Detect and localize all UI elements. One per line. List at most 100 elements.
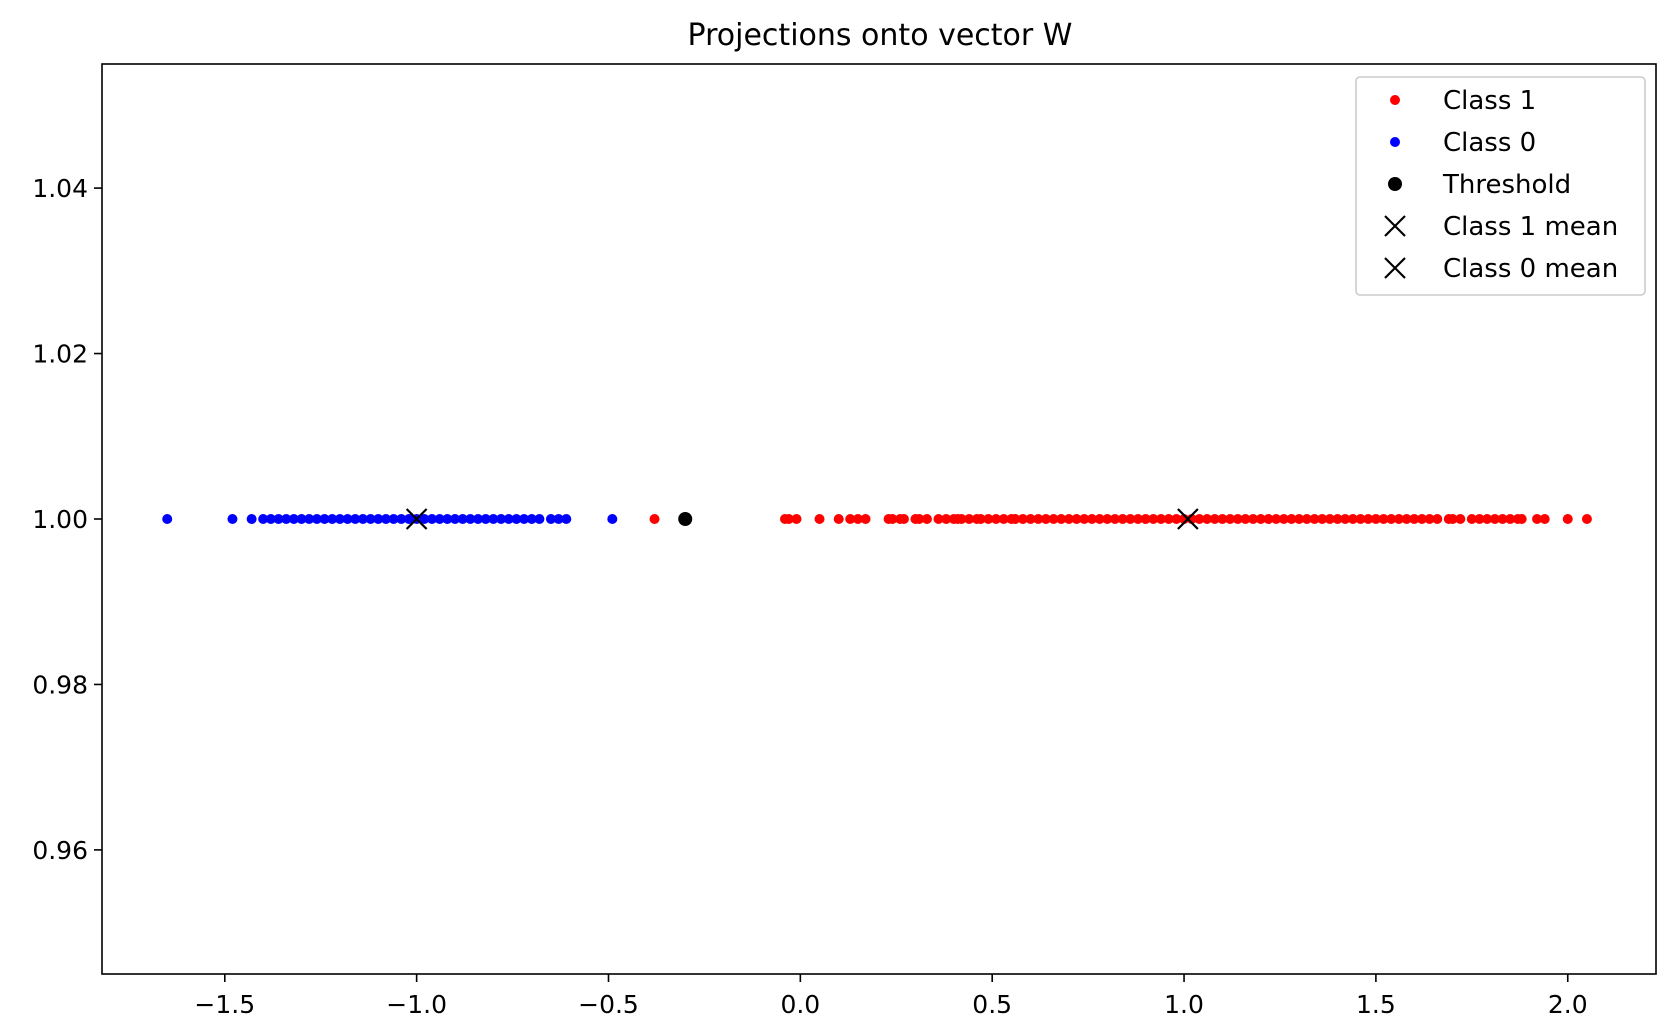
class-1-point <box>898 514 909 524</box>
class-1-mean-marker-stroke-b <box>1177 508 1199 530</box>
class-1-point <box>1562 514 1573 524</box>
class-0-point <box>296 514 307 524</box>
legend-class-1-mean-marker <box>1384 215 1406 237</box>
class-1-point <box>1025 514 1036 524</box>
class-1-point <box>833 514 844 524</box>
x-tick-label: 1.0 <box>1164 990 1204 1019</box>
class-1-point <box>1532 514 1543 524</box>
class-0-mean-marker-stroke-b <box>405 508 428 530</box>
class-0-point <box>380 514 391 524</box>
points-layer <box>162 508 1592 530</box>
class-0-point <box>342 514 353 524</box>
class-1-point <box>649 514 660 524</box>
x-tick-label: −1.5 <box>194 990 255 1019</box>
class-1-point <box>860 514 871 524</box>
class-1-point <box>814 514 825 524</box>
class-0-point <box>545 514 556 524</box>
class-1-point <box>1271 514 1282 524</box>
legend-class-0-mean-label: Class 0 mean <box>1443 254 1618 284</box>
class-0-point <box>334 514 345 524</box>
class-0-point <box>311 514 322 524</box>
class-1-point <box>1133 514 1143 524</box>
legend-threshold-marker <box>1388 177 1402 191</box>
class-1-point <box>1294 514 1305 524</box>
class-1-point <box>1017 514 1028 524</box>
chart-title: Projections onto vector W <box>688 18 1073 53</box>
legend-box <box>1355 76 1646 296</box>
class-1-point <box>1033 514 1044 524</box>
class-1-point <box>1355 514 1366 524</box>
class-0-point <box>534 514 545 524</box>
class-1-point <box>1424 514 1435 524</box>
y-tick-label: 1.02 <box>32 340 88 369</box>
class-1-point <box>1056 514 1067 524</box>
class-1-point <box>1140 514 1151 524</box>
y-tick-label: 1.00 <box>32 505 88 534</box>
axes-layer: −1.5 −1.0 −0.5 0.0 0.5 1.0 1.5 2.0 0.96 0.98 1.00 1… <box>32 174 1587 1019</box>
class-1-point <box>1401 514 1412 524</box>
class-1-point <box>1117 514 1128 524</box>
class-0-point <box>258 514 269 524</box>
class-1-point <box>845 514 856 524</box>
legend-class-0-mean-marker <box>1384 257 1406 279</box>
class-0-point <box>281 514 292 524</box>
legend-class-0-mean-marker-stroke-b <box>1384 257 1406 279</box>
class-0-point <box>496 514 507 524</box>
class-1-point <box>1317 514 1328 524</box>
class-0-point <box>350 514 361 524</box>
class-1-point <box>933 514 944 524</box>
class-0-point <box>388 514 399 524</box>
class-0-point <box>419 514 430 524</box>
class-1-point <box>1171 514 1182 524</box>
class-1-point <box>1010 514 1021 524</box>
class-1-point <box>1482 514 1493 524</box>
class-1-point <box>1263 514 1274 524</box>
class-1-point <box>1474 514 1485 524</box>
class-1-point <box>1489 514 1500 524</box>
x-tick-label: 0.5 <box>972 990 1012 1019</box>
class-1-point <box>1505 514 1516 524</box>
class-1-point <box>1455 514 1466 524</box>
class-0-point <box>607 514 618 524</box>
y-tick-label: 0.98 <box>32 670 88 699</box>
class-1-point <box>941 514 952 524</box>
class-1-point <box>1148 514 1159 524</box>
class-1-point <box>1278 514 1289 524</box>
class-0-point <box>519 514 530 524</box>
class-1-point <box>1156 514 1167 524</box>
threshold-point <box>678 512 693 526</box>
class-1-point <box>1386 514 1397 524</box>
class-0-point <box>273 514 284 524</box>
class-0-point <box>227 514 238 524</box>
class-1-point <box>1248 514 1259 524</box>
class-1-point <box>1447 514 1458 524</box>
class-1-point <box>975 514 986 524</box>
class-1-point <box>921 514 932 524</box>
class-0-point <box>480 514 491 524</box>
class-1-point <box>1255 514 1266 524</box>
class-1-point <box>1340 514 1351 524</box>
class-1-point <box>991 514 1002 524</box>
class-1-point <box>1324 514 1335 524</box>
class-1-point <box>1109 514 1120 524</box>
class-1-point <box>1163 514 1174 524</box>
class-0-point <box>450 514 461 524</box>
class-0-point <box>357 514 368 524</box>
class-0-point <box>561 514 572 524</box>
class-1-point <box>1309 514 1320 524</box>
class-1-point <box>1393 514 1404 524</box>
class-1-point <box>1232 514 1243 524</box>
class-0-point <box>457 514 468 524</box>
legend-class-0-marker <box>1390 137 1400 147</box>
class-0-point <box>327 514 338 524</box>
class-0-point <box>426 514 437 524</box>
class-1-point <box>1040 514 1051 524</box>
class-0-point <box>403 514 414 524</box>
class-1-point <box>1516 514 1527 524</box>
class-0-point <box>511 514 522 524</box>
class-0-point <box>373 514 384 524</box>
class-1-point <box>956 514 967 524</box>
class-0-point <box>265 514 276 524</box>
class-0-point <box>396 514 407 524</box>
class-1-point <box>1194 514 1205 524</box>
